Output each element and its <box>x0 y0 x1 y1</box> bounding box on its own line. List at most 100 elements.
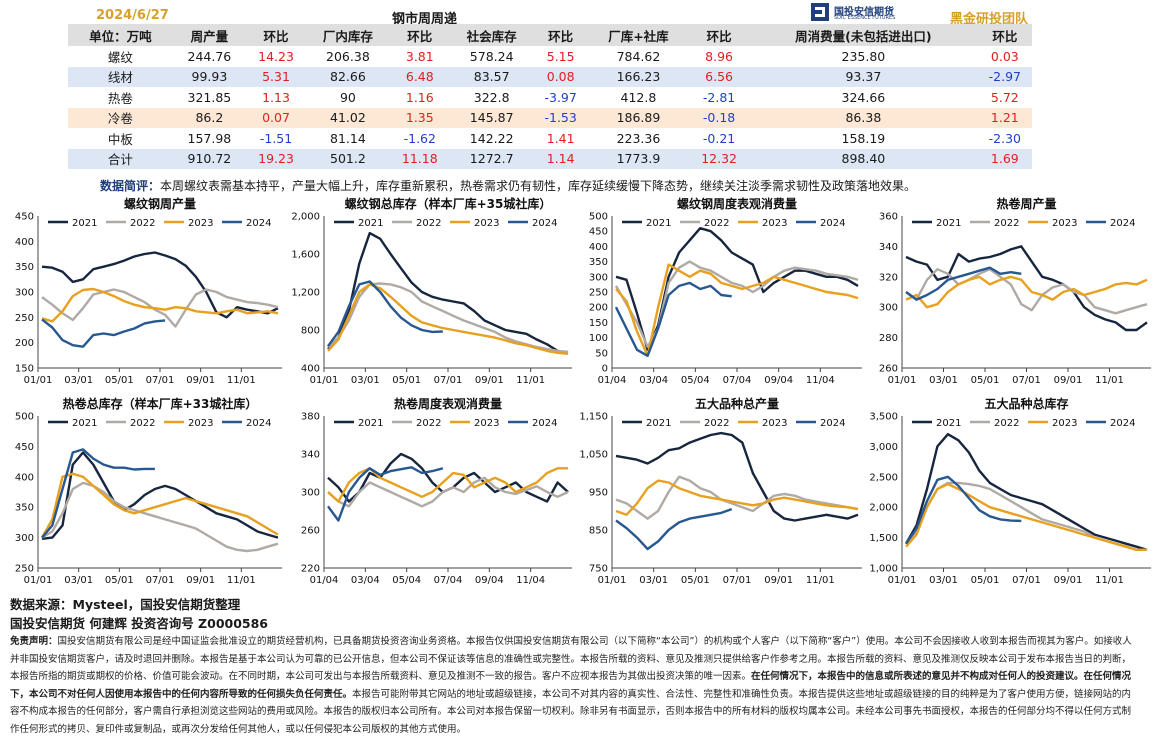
table-row: 冷卷 86.2 0.07 41.02 1.35 145.87 -1.53 186.89 -0.1… <box>68 107 1032 128</box>
x-tick-label: 05/01 <box>681 575 710 586</box>
table-cell: 90 <box>339 89 356 105</box>
y-tick-label: 260 <box>879 364 898 375</box>
y-tick-label: 2,500 <box>870 472 898 483</box>
table-cell: 83.57 <box>449 66 534 87</box>
y-tick-label: 1,500 <box>870 533 898 544</box>
data-comment: 数据简评：本周螺纹表需基本持平，产量大幅上升，库存重新累积，热卷需求仍有韧性，库… <box>100 177 916 194</box>
series-line-2022 <box>327 476 569 508</box>
legend-label: 2021 <box>72 218 97 229</box>
x-tick-label: 05/01 <box>392 375 421 386</box>
weekly-data-table: 单位：万吨 周产量 环比 厂内库存 环比 社会库存 环比 厂库+社库 环比 周消费量(未包括进出口… <box>68 24 1032 169</box>
x-tick-label: 07/01 <box>1012 375 1041 386</box>
table-cell: -2.30 <box>988 130 1022 146</box>
table-cell: 5.31 <box>246 66 307 87</box>
x-tick-label: 01/01 <box>888 575 917 586</box>
table-cell: 0.08 <box>533 66 588 87</box>
table-row: 中板 157.98 -1.51 81.14 -1.62 142.22 1.41 223.36 -… <box>68 128 1032 149</box>
chart-five-inventory: 五大品种总库存 2021 2022 2023 2024 1,000 1,500 2,000 2,… <box>870 396 1151 586</box>
legend-label: 2022 <box>704 418 729 429</box>
x-tick-label: 03/04 <box>639 375 668 386</box>
x-tick-label: 09/01 <box>1054 375 1083 386</box>
table-cell: -1.53 <box>533 107 588 128</box>
legend-label: 2024 <box>532 418 557 429</box>
legend-label: 2021 <box>936 418 961 429</box>
y-tick-label: 450 <box>15 212 34 223</box>
x-tick-label: 05/01 <box>971 575 1000 586</box>
y-tick-label: 450 <box>15 442 34 453</box>
table-cell: 166.23 <box>587 66 690 87</box>
table-cell: 206.38 <box>326 48 370 64</box>
series-line-2022 <box>905 267 1148 315</box>
y-tick-label: 100 <box>589 333 608 344</box>
series-line-2023 <box>40 472 279 539</box>
table-cell: 5.15 <box>546 48 575 64</box>
disclaimer-text-1: 国投安信期货有限公司是经中国证监会批准设立的期货经营机构，已具备期货投资咨询业务… <box>10 636 1132 682</box>
x-tick-label: 07/01 <box>146 375 175 386</box>
table-cell: 11.18 <box>389 148 450 169</box>
table-cell: -0.21 <box>702 130 736 146</box>
y-tick-label: 50 <box>595 348 608 359</box>
y-tick-label: 300 <box>15 288 34 299</box>
table-cell: 1.21 <box>977 107 1032 128</box>
table-cell: 6.48 <box>389 66 450 87</box>
y-tick-label: 220 <box>301 564 320 575</box>
legend-label: 2021 <box>72 418 97 429</box>
series-line-2024 <box>41 318 166 348</box>
chart-title: 螺纹钢总库存（样本厂库+35城社库） <box>345 196 552 211</box>
chart-title: 五大品种总产量 <box>695 396 779 411</box>
table-cell: 12.32 <box>689 148 750 169</box>
x-tick-label: 01/01 <box>24 375 53 386</box>
x-tick-label: 03/01 <box>929 375 958 386</box>
y-tick-label: 280 <box>879 333 898 344</box>
legend-label: 2022 <box>416 218 441 229</box>
x-tick-label: 05/04 <box>392 575 421 586</box>
table-cell: 0.03 <box>990 48 1019 64</box>
y-tick-label: 150 <box>589 318 608 329</box>
x-tick-label: 03/01 <box>64 375 93 386</box>
table-cell: 8.96 <box>705 48 734 64</box>
x-tick-label: 11/01 <box>806 575 835 586</box>
series-line-2023 <box>327 283 569 355</box>
y-tick-label: 400 <box>301 364 320 375</box>
chart-title: 螺纹钢周产量 <box>124 196 196 211</box>
table-cell: 线材 <box>68 66 173 87</box>
series-line-2024 <box>614 281 732 358</box>
y-tick-label: 2,000 <box>870 503 898 514</box>
x-tick-label: 07/01 <box>723 575 752 586</box>
disclaimer-label: 免责声明： <box>10 636 58 647</box>
x-tick-label: 09/04 <box>475 575 504 586</box>
table-cell: 1.16 <box>405 89 434 105</box>
table-cell: 19.23 <box>246 148 307 169</box>
x-tick-label: 01/01 <box>888 375 917 386</box>
table-cell: 145.87 <box>449 107 534 128</box>
y-tick-label: 250 <box>589 288 608 299</box>
table-row: 合计 910.72 19.23 501.2 11.18 1272.7 1.14 1773.9 1… <box>68 148 1032 169</box>
x-tick-label: 11/01 <box>1095 375 1124 386</box>
x-tick-label: 01/04 <box>310 575 339 586</box>
author-info: 国投安信期货 何建辉 投资咨询号 Z0000586 <box>10 616 269 631</box>
y-tick-label: 3,500 <box>870 412 898 423</box>
x-tick-label: 09/04 <box>764 375 793 386</box>
x-tick-label: 11/01 <box>227 375 256 386</box>
table-cell: 冷卷 <box>68 107 173 128</box>
y-tick-label: 1,150 <box>580 412 608 423</box>
table-cell: 螺纹 <box>107 49 133 65</box>
y-tick-label: 320 <box>879 272 898 283</box>
table-cell: 157.98 <box>187 130 232 146</box>
y-tick-label: 1,200 <box>291 288 320 299</box>
legend-label: 2022 <box>994 418 1019 429</box>
table-cell: 合计 <box>68 148 173 169</box>
table-cell: 3.81 <box>405 48 434 64</box>
table-row: 热卷 321.85 1.13 90 1.16 322.8 -3.97 412.8 -2.81 32… <box>68 87 1032 108</box>
y-tick-label: 3,000 <box>870 442 898 453</box>
y-tick-label: 350 <box>15 262 34 273</box>
table-cell: 244.76 <box>187 48 232 64</box>
table-cell: 898.40 <box>749 148 978 169</box>
report-date: 2024/6/27 <box>96 8 169 23</box>
table-header-row: 单位：万吨 周产量 环比 厂内库存 环比 社会库存 环比 厂库+社库 环比 周消费量(未包括进出口… <box>68 24 1032 46</box>
chart-hrc-consumption: 热卷周度表观消费量 2021 2022 2023 2024 220 260 300 340 380… <box>301 396 572 586</box>
table-cell: 93.37 <box>749 66 978 87</box>
x-tick-label: 09/01 <box>1054 575 1083 586</box>
table-cell: 86.2 <box>172 107 247 128</box>
legend-label: 2022 <box>130 218 155 229</box>
